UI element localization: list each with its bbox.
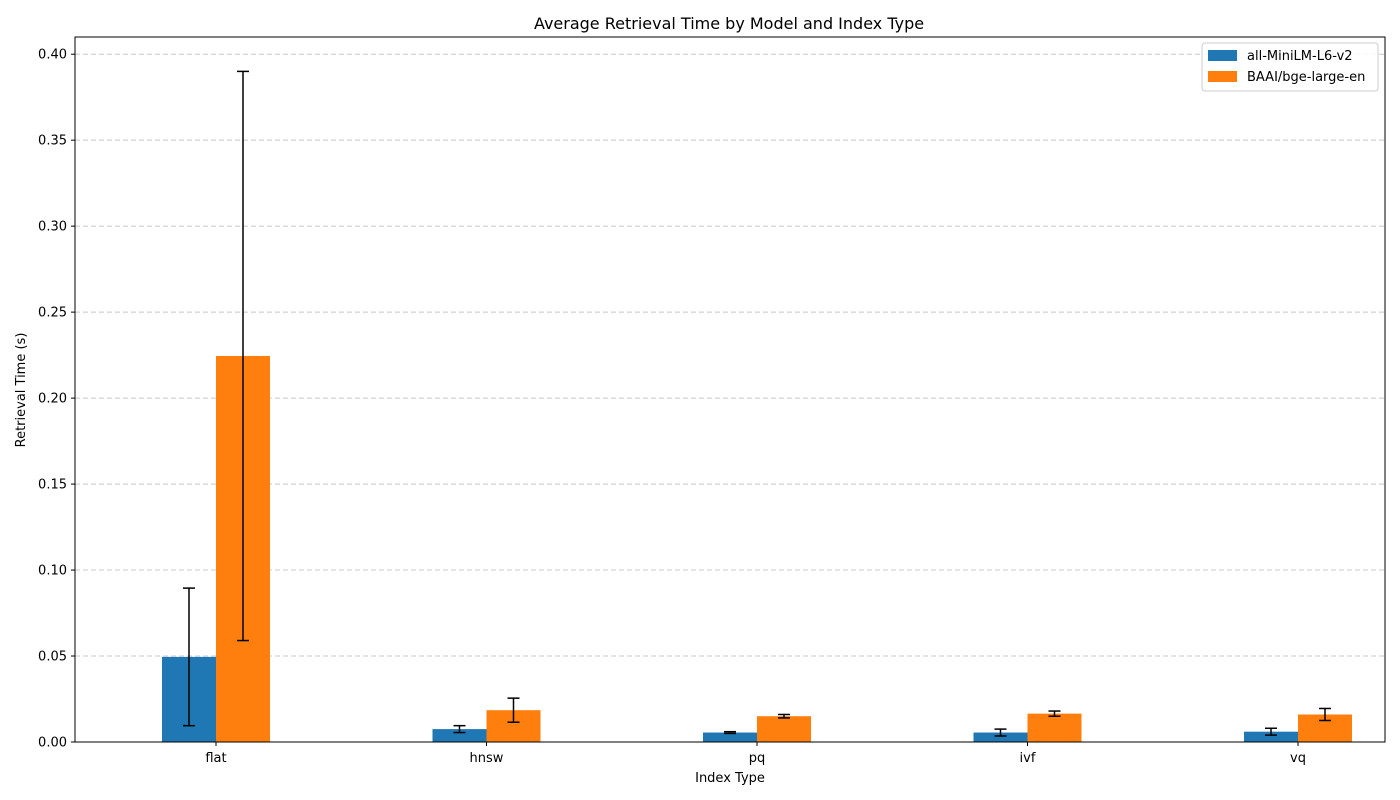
x-tick-label: pq <box>749 751 766 766</box>
bar-minilm-pq <box>703 732 757 742</box>
error-bar-minilm-vq <box>1265 727 1277 736</box>
error-bar-minilm-hnsw <box>453 724 466 734</box>
x-axis-label: Index Type <box>695 771 765 786</box>
bar-bge-pq <box>757 716 811 742</box>
legend-swatch <box>1208 71 1237 82</box>
bar-bge-ivf <box>1027 713 1082 742</box>
error-bars <box>183 70 1331 737</box>
error-bar-bge-pq <box>778 713 790 719</box>
grid <box>75 53 1385 657</box>
bar-minilm-ivf <box>973 732 1028 742</box>
error-bar-minilm-flat <box>183 587 195 727</box>
plot-frame <box>74 36 1386 743</box>
bars <box>162 355 1352 742</box>
error-bar-bge-hnsw <box>507 697 520 723</box>
x-tick-label: flat <box>205 751 226 766</box>
y-axis: 0.00 0.05 0.10 0.15 0.20 0.25 0.30 0.35 0.40 <box>38 48 75 751</box>
y-tick-label: 0.10 <box>38 564 67 579</box>
error-bar-minilm-ivf <box>994 728 1007 737</box>
y-tick-label: 0.15 <box>38 478 67 493</box>
error-bar-bge-vq <box>1319 707 1331 722</box>
error-bar-bge-ivf <box>1048 710 1061 717</box>
x-tick-label: vq <box>1290 751 1306 766</box>
bar-minilm-vq <box>1244 731 1298 742</box>
legend: all-MiniLM-L6-v2 BAAI/bge-large-en <box>1201 42 1379 92</box>
legend-swatch <box>1208 50 1237 61</box>
y-axis-label: Retrieval Time (s) <box>14 333 29 448</box>
y-tick-label: 0.20 <box>38 392 67 407</box>
y-tick-label: 0.30 <box>38 220 67 235</box>
y-tick-label: 0.35 <box>38 134 67 149</box>
x-tick-label: hnsw <box>470 751 504 766</box>
y-tick-label: 0.25 <box>38 306 67 321</box>
legend-label: BAAI/bge-large-en <box>1247 70 1365 85</box>
y-tick-label: 0.00 <box>38 736 67 751</box>
error-bar-minilm-pq <box>724 730 736 735</box>
legend-box <box>1201 42 1379 92</box>
legend-label: all-MiniLM-L6-v2 <box>1247 49 1353 64</box>
y-tick-label: 0.40 <box>38 48 67 63</box>
x-tick-label: ivf <box>1020 751 1036 766</box>
bar-minilm-hnsw <box>432 729 487 742</box>
chart-title: Average Retrieval Time by Model and Inde… <box>534 14 924 33</box>
y-tick-label: 0.05 <box>38 650 67 665</box>
x-axis: flat hnsw pq ivf vq <box>205 742 1306 766</box>
error-bar-bge-flat <box>237 70 249 642</box>
